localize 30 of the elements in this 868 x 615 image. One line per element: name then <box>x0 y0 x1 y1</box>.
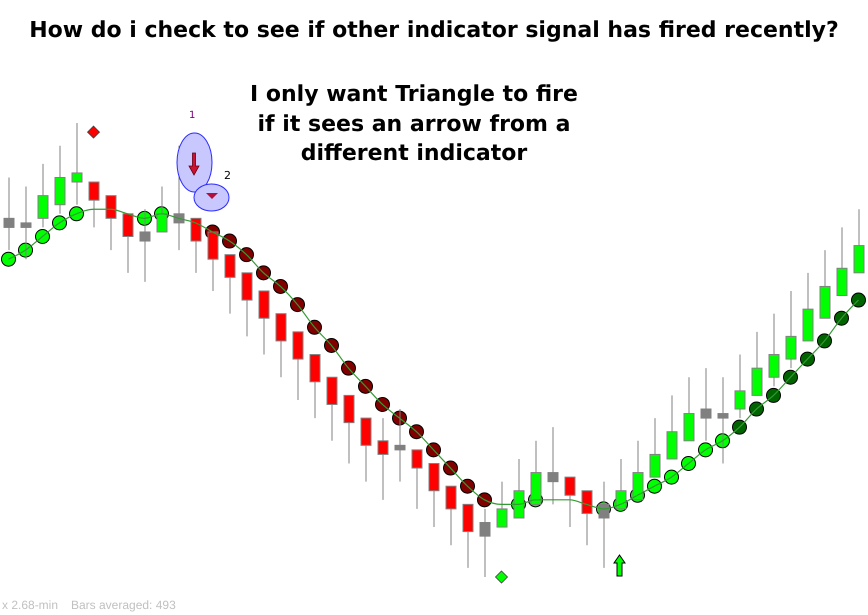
annotation: 2 <box>224 169 231 182</box>
text: Bars averaged: 493 <box>71 598 176 613</box>
candlestick <box>446 486 456 546</box>
candlestick <box>72 122 82 206</box>
text: 1 <box>189 110 196 122</box>
point <box>1 252 16 267</box>
candlestick <box>786 290 796 369</box>
candlestick <box>88 182 100 228</box>
candlestick <box>548 426 558 505</box>
candlestick <box>768 313 780 387</box>
candlestick <box>412 449 422 510</box>
candlestick <box>224 254 236 314</box>
annotation: I only want Triangle to fire if it sees an arrow from a different indicator <box>250 82 578 166</box>
candlestick <box>106 195 116 251</box>
candlestick <box>582 490 592 546</box>
candlestick <box>4 176 14 251</box>
candlestick <box>700 368 712 442</box>
candlestick <box>616 458 626 510</box>
candlestick <box>734 354 746 419</box>
candlestick <box>480 508 490 578</box>
text: x 2.68-min <box>2 598 58 613</box>
point <box>851 292 866 308</box>
candlestick <box>190 218 202 274</box>
candlestick <box>564 476 576 528</box>
candlestick <box>378 418 388 500</box>
candlestick <box>122 213 134 274</box>
candlestick <box>496 481 508 528</box>
point <box>87 126 100 138</box>
point <box>495 570 508 584</box>
chart-title: How do i check to see if other indicator signal has fired recently? <box>28 18 840 43</box>
